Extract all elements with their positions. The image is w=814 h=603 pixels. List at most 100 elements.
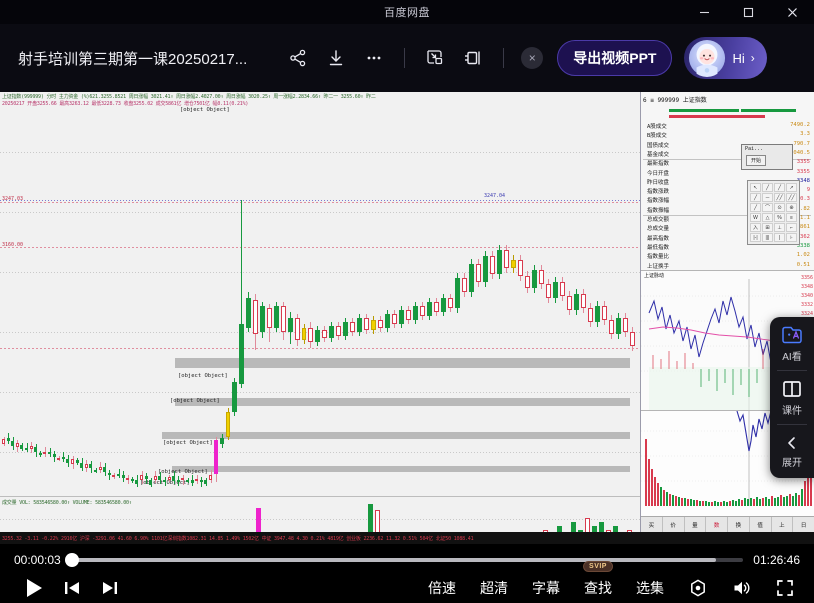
- candle-body: [140, 475, 143, 480]
- volume-icon[interactable]: [732, 578, 752, 598]
- settings-icon[interactable]: [688, 578, 708, 598]
- drawing-tool-cell[interactable]: ─: [762, 193, 773, 202]
- drawing-tool-cell[interactable]: ⌒: [762, 203, 773, 212]
- candle-body: [195, 479, 199, 481]
- drawing-tool-cell[interactable]: ╱: [774, 183, 785, 192]
- drawing-tool-cell[interactable]: 入: [750, 223, 761, 232]
- close-chip-icon[interactable]: ×: [521, 47, 544, 69]
- mini-toolbar-cell[interactable]: 数: [706, 517, 728, 532]
- subtitle-button[interactable]: 字幕: [532, 579, 560, 596]
- sidebar-item-ai-view[interactable]: AI看: [770, 317, 814, 370]
- progress-knob[interactable]: [65, 553, 80, 567]
- more-icon[interactable]: [357, 41, 391, 75]
- maximize-icon[interactable]: [726, 0, 770, 24]
- drawing-tool-cell[interactable]: ╱╱: [786, 193, 797, 202]
- drawing-tool-cell[interactable]: |||: [762, 233, 773, 242]
- drawing-tool-cell[interactable]: ╱: [750, 193, 761, 202]
- drawing-tool-palette[interactable]: ↖ ╱ ╱ ↗ ╱ ─ ╱╱ ╱╱ ╱ ⌒ ⊙ ⊕ W △% ≡ 入 ⊞ ⊥ ⌐ |-| ||| | ⊦: [747, 180, 800, 245]
- candle-body: [231, 382, 237, 412]
- drawing-tool-cell[interactable]: ╱: [762, 183, 773, 192]
- quote-row: 总成交量 5861: [643, 224, 813, 233]
- candle-body: [454, 278, 460, 308]
- progress-track[interactable]: [65, 553, 744, 567]
- candle-body: [475, 264, 481, 282]
- drawing-tool-cell[interactable]: ↗: [786, 183, 797, 192]
- drawing-tool-cell[interactable]: ≡: [786, 213, 797, 222]
- drawing-tool-cell[interactable]: %: [774, 213, 785, 222]
- quote-row-label: 基金成交: [647, 151, 670, 158]
- mini-toolbar-cell[interactable]: 日: [793, 517, 814, 532]
- drawing-tool-cell[interactable]: ⊙: [774, 203, 785, 212]
- play-icon[interactable]: [24, 577, 44, 599]
- candle-body: [482, 256, 488, 282]
- drawing-tool-cell[interactable]: ⊥: [774, 223, 785, 232]
- search-button-label: 查找: [584, 579, 612, 596]
- candle-body: [190, 479, 194, 483]
- candle-body: [238, 324, 244, 384]
- quality-button[interactable]: 超清: [480, 579, 508, 596]
- right-axis-tick: 3340: [800, 293, 813, 299]
- drawing-tool-cell[interactable]: ⌐: [786, 223, 797, 232]
- minimize-icon[interactable]: [682, 0, 726, 24]
- volume-bar: [598, 522, 604, 532]
- quote-mini-toolbar[interactable]: 买价量数换值上日: [641, 516, 814, 532]
- drawing-tool-cell[interactable]: ⊦: [786, 233, 797, 242]
- episode-list-button[interactable]: 选集: [636, 579, 664, 596]
- red-level-label-1: 3247.03: [2, 196, 24, 202]
- video-stage[interactable]: 上证指数(999999) 分时 主力资金 (%)621.3255.8521 周日…: [0, 92, 814, 532]
- search-button[interactable]: SVIP 查找: [583, 560, 613, 598]
- download-icon[interactable]: [319, 41, 353, 75]
- sidebar-toggle-icon[interactable]: [456, 41, 490, 75]
- quote-row-value: 790.7: [793, 140, 810, 147]
- sidebar-item-expand[interactable]: 展开: [770, 425, 814, 478]
- mini-toolbar-cell[interactable]: 量: [685, 517, 707, 532]
- mini-toolbar-cell[interactable]: 价: [663, 517, 685, 532]
- support-band-3: [162, 432, 630, 439]
- volume-bar: [374, 510, 380, 532]
- export-video-ppt-button[interactable]: 导出视频PPT: [557, 40, 673, 76]
- mini-popup-start-button[interactable]: 开始: [746, 155, 767, 166]
- drawing-tool-cell[interactable]: △: [762, 213, 773, 222]
- drawing-tool-cell[interactable]: W: [750, 213, 761, 222]
- previous-icon[interactable]: [62, 578, 82, 598]
- sidebar-item-courseware-label: 课件: [782, 405, 802, 417]
- quote-row-value: 9: [806, 187, 810, 194]
- drawing-tool-cell[interactable]: ↖: [750, 183, 761, 192]
- mini-toolbar-cell[interactable]: 买: [641, 517, 663, 532]
- playback-speed-button[interactable]: 倍速: [428, 579, 456, 596]
- picture-in-picture-icon[interactable]: [418, 41, 452, 75]
- close-icon[interactable]: [770, 0, 814, 24]
- sidebar-item-courseware[interactable]: 课件: [770, 371, 814, 424]
- drawing-tool-cell[interactable]: ╱: [750, 203, 761, 212]
- price-annotation-2: [object Object]: [170, 398, 220, 404]
- volume-bar: [542, 530, 548, 532]
- candle-body: [321, 330, 327, 338]
- candle-body: [98, 467, 102, 471]
- price-annotation-1: [object Object]: [178, 373, 228, 379]
- drawing-tool-cell[interactable]: ⊞: [762, 223, 773, 232]
- drawing-tool-cell[interactable]: ╱╱: [774, 193, 785, 202]
- mini-toolbar-cell[interactable]: 换: [728, 517, 750, 532]
- bar-green-2: [741, 109, 796, 112]
- avatar-greeting-button[interactable]: Hi ›: [684, 37, 767, 79]
- toolbar-divider-1: [404, 48, 406, 68]
- mini-toolbar-cell[interactable]: 值: [750, 517, 772, 532]
- candle-body: [294, 318, 300, 340]
- fullscreen-icon[interactable]: [776, 579, 794, 597]
- header-bar: 射手培训第三期第一课20250217...: [0, 24, 814, 92]
- drawing-tool-cell[interactable]: |-|: [750, 233, 761, 242]
- mini-toolbar-cell[interactable]: 上: [772, 517, 794, 532]
- support-band-4: [172, 466, 630, 472]
- drawing-tool-cell[interactable]: ⊕: [786, 203, 797, 212]
- candle-body: [328, 326, 334, 338]
- share-icon[interactable]: [281, 41, 315, 75]
- quote-row-divider: [643, 214, 811, 216]
- volume-bar: [570, 522, 576, 532]
- mini-popup[interactable]: Pai... 开始: [741, 144, 793, 170]
- quote-row: 总成交额 7501.1: [643, 215, 813, 224]
- candle-body: [252, 300, 258, 334]
- quote-row-label: 总成交额: [647, 217, 670, 223]
- volume-bar: [605, 530, 611, 532]
- next-icon[interactable]: [100, 578, 120, 598]
- drawing-tool-cell[interactable]: |: [774, 233, 785, 242]
